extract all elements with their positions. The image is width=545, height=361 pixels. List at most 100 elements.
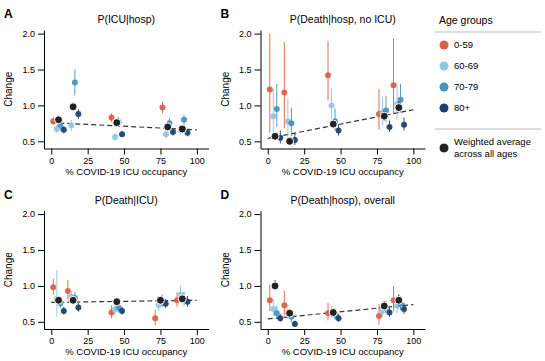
point [55, 116, 63, 124]
legend-marker [440, 62, 449, 71]
y-tick: 1.0 [22, 101, 44, 111]
x-tick-label: 100 [190, 156, 205, 166]
series [55, 103, 187, 133]
x-axis: 0255075100 [261, 329, 426, 346]
x-axis-title: % COVID-19 ICU occupancy [282, 346, 404, 357]
point [65, 288, 71, 294]
panel-title: P(Death|hosp, no ICU) [290, 13, 396, 25]
series [61, 109, 191, 137]
y-tick-label: 0.5 [239, 317, 252, 327]
x-tick-mark [124, 329, 125, 335]
point [159, 105, 165, 111]
chart-svg: 02550751000.51.01.52.0P(ICU|hosp)A% COVI… [0, 0, 545, 361]
point [270, 113, 276, 119]
y-tick-mark [38, 34, 44, 35]
point [69, 103, 77, 111]
x-tick-label: 0 [266, 336, 271, 346]
y-tick-label: 0.5 [22, 137, 35, 147]
y-tick-mark [38, 286, 44, 287]
x-axis-line [45, 149, 210, 150]
legend-separator [435, 32, 541, 33]
point [277, 315, 283, 321]
y-tick: 1.5 [22, 245, 44, 255]
series [50, 279, 180, 326]
series [55, 295, 187, 306]
x-axis: 0255075100 [45, 149, 210, 166]
point [69, 296, 77, 304]
point [380, 302, 388, 310]
panel-title: P(Death|hosp), overall [291, 194, 395, 206]
y-tick: 1.5 [239, 245, 261, 255]
error-bar [273, 89, 274, 134]
x-tick-label: 25 [83, 156, 93, 166]
x-tick-mark [268, 329, 269, 335]
x-tick: 0 [266, 149, 271, 166]
panel: 02550751000.51.01.52.0P(ICU|hosp)A% COVI… [3, 7, 209, 177]
y-tick-label: 2.0 [22, 209, 35, 219]
panel: 02550751000.51.01.52.0P(Death|hosp), ove… [220, 188, 426, 358]
legend-label: 70-79 [454, 81, 478, 92]
y-axis-line [44, 31, 45, 150]
y-tick: 0.5 [239, 317, 261, 327]
x-tick-label: 75 [372, 336, 382, 346]
x-tick-mark [377, 329, 378, 335]
series [50, 102, 165, 125]
x-tick: 50 [336, 329, 346, 346]
point [72, 79, 78, 85]
point [113, 298, 121, 306]
x-tick: 75 [372, 149, 382, 166]
point [61, 308, 67, 314]
panel: 02550751000.51.01.52.0P(Death|ICU)C% COV… [3, 188, 209, 358]
x-tick-mark [197, 149, 198, 155]
x-tick: 25 [300, 329, 310, 346]
x-axis: 0255075100 [45, 329, 210, 346]
x-axis-title: % COVID-19 ICU occupancy [65, 346, 187, 357]
x-tick: 50 [120, 149, 130, 166]
point [401, 306, 407, 312]
error-bar [287, 98, 288, 137]
point [325, 72, 331, 78]
series [61, 296, 191, 315]
point [178, 125, 186, 133]
error-bar [276, 84, 277, 127]
series [267, 34, 397, 133]
x-tick-mark [268, 149, 269, 155]
panel-title: P(Death|ICU) [95, 194, 158, 206]
point [286, 309, 294, 317]
point [68, 123, 74, 129]
y-tick-label: 1.0 [22, 281, 35, 291]
point [336, 315, 342, 321]
y-tick-mark [38, 105, 44, 106]
x-tick: 50 [336, 149, 346, 166]
x-tick: 0 [49, 329, 54, 346]
plot-area [50, 270, 197, 325]
y-axis-title: Change [3, 252, 14, 287]
x-tick-mark [88, 149, 89, 155]
x-tick-label: 100 [190, 336, 205, 346]
trend-line [268, 110, 414, 139]
x-tick: 100 [190, 149, 205, 166]
y-tick: 1.0 [22, 281, 44, 291]
point [386, 309, 392, 315]
x-tick: 75 [372, 329, 382, 346]
y-tick-label: 2.0 [239, 209, 252, 219]
point [178, 295, 186, 303]
y-tick-label: 1.5 [239, 65, 252, 75]
y-tick-label: 0.5 [22, 317, 35, 327]
point [271, 282, 279, 290]
x-tick: 25 [83, 329, 93, 346]
x-tick-mark [51, 329, 52, 335]
y-tick-label: 1.0 [22, 101, 35, 111]
legend-marker [440, 41, 449, 50]
x-tick-mark [197, 329, 198, 335]
x-tick-label: 100 [406, 156, 421, 166]
y-tick-mark [38, 250, 44, 251]
x-tick: 100 [406, 149, 421, 166]
y-tick: 2.0 [22, 29, 44, 39]
x-tick-label: 25 [83, 336, 93, 346]
y-axis: 0.5 1.0 1.5 2.0 [22, 209, 44, 329]
point [55, 296, 63, 304]
y-tick-mark [255, 322, 261, 323]
point [113, 119, 121, 127]
point [288, 120, 294, 126]
